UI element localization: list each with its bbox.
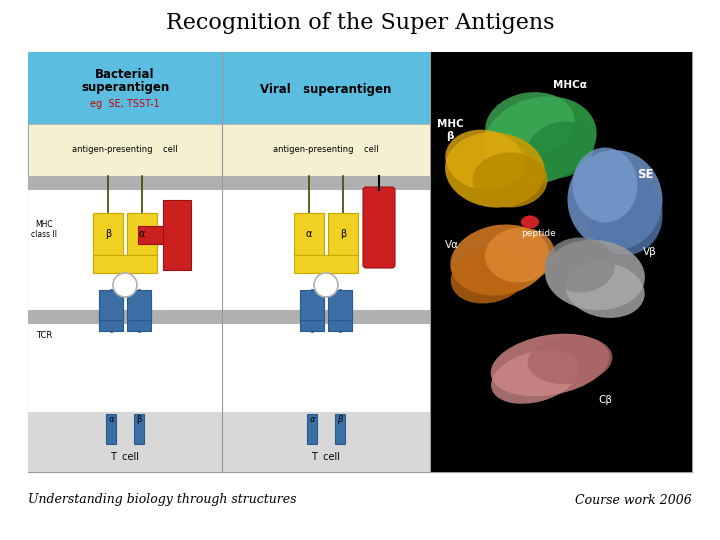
Ellipse shape (545, 240, 645, 310)
Text: Cβ: Cβ (598, 395, 612, 405)
Bar (335, 414, 345, 444)
Bar (328, 213, 358, 255)
Bar (222, 176, 430, 190)
Bar (222, 190, 430, 310)
Text: Bacterial: Bacterial (95, 68, 155, 80)
Bar (28, 310, 222, 324)
Text: Understanding biology through structures: Understanding biology through structures (28, 494, 297, 507)
Text: Recognition of the Super Antigens: Recognition of the Super Antigens (166, 12, 554, 34)
Bar (222, 52, 430, 124)
Ellipse shape (588, 175, 662, 255)
Ellipse shape (485, 227, 555, 282)
Circle shape (113, 273, 137, 297)
Ellipse shape (451, 225, 549, 295)
Ellipse shape (445, 130, 525, 190)
Text: α: α (306, 229, 312, 239)
Ellipse shape (451, 246, 529, 303)
Bar (163, 200, 191, 270)
Text: T  cell: T cell (312, 452, 341, 462)
Circle shape (314, 273, 338, 297)
Ellipse shape (567, 150, 662, 250)
Ellipse shape (491, 334, 609, 396)
Bar (222, 310, 430, 324)
Text: SE: SE (636, 168, 653, 181)
Ellipse shape (526, 122, 594, 179)
Text: antigen-presenting    cell: antigen-presenting cell (72, 145, 178, 154)
Bar (28, 52, 692, 472)
Bar (430, 52, 692, 472)
Ellipse shape (472, 152, 547, 207)
Bar (300, 290, 324, 320)
Ellipse shape (572, 147, 637, 222)
Ellipse shape (485, 92, 575, 158)
Ellipse shape (491, 350, 579, 404)
Bar (28, 324, 222, 412)
Text: TCR: TCR (36, 332, 52, 341)
Text: MHCα: MHCα (553, 80, 587, 90)
Bar (127, 213, 157, 255)
Bar (307, 414, 317, 444)
Text: α: α (139, 229, 145, 239)
Bar (134, 414, 144, 444)
Bar (328, 299, 352, 331)
FancyBboxPatch shape (363, 187, 395, 268)
Bar (300, 299, 324, 331)
Text: β: β (340, 229, 346, 239)
Ellipse shape (528, 336, 613, 384)
Ellipse shape (521, 215, 539, 228)
Text: antigen-presenting    cell: antigen-presenting cell (273, 145, 379, 154)
Text: superantigen: superantigen (81, 82, 169, 94)
Bar (294, 213, 324, 255)
Bar (28, 124, 222, 176)
Text: α: α (310, 415, 315, 424)
Text: eg  SE, TSST-1: eg SE, TSST-1 (90, 99, 160, 109)
Bar (127, 299, 151, 331)
Ellipse shape (545, 238, 615, 293)
Ellipse shape (445, 132, 545, 207)
Bar (99, 299, 123, 331)
Text: T  cell: T cell (110, 452, 140, 462)
Text: α: α (108, 415, 114, 424)
Bar (99, 290, 123, 320)
Bar (222, 324, 430, 412)
Bar (328, 290, 352, 320)
Bar (93, 213, 123, 255)
Bar (106, 414, 116, 444)
Bar (294, 255, 358, 273)
Bar (127, 290, 151, 320)
Text: MHC
β: MHC β (436, 119, 464, 141)
Bar (222, 412, 430, 472)
Bar (138, 226, 163, 244)
Bar (28, 412, 222, 472)
Bar (28, 52, 222, 124)
Text: Vα: Vα (445, 240, 459, 250)
Text: β: β (136, 415, 142, 424)
Text: peptide: peptide (521, 228, 555, 238)
Bar (28, 190, 222, 310)
Text: MHC
class II: MHC class II (31, 220, 57, 239)
Ellipse shape (565, 262, 644, 318)
Bar (222, 124, 430, 176)
Text: Course work 2006: Course work 2006 (575, 494, 692, 507)
Bar (28, 176, 222, 190)
Ellipse shape (483, 96, 597, 184)
Text: Viral   superantigen: Viral superantigen (261, 84, 392, 97)
Text: β: β (337, 415, 343, 424)
Text: Vβ: Vβ (643, 247, 657, 257)
Bar (93, 255, 157, 273)
Text: β: β (105, 229, 111, 239)
